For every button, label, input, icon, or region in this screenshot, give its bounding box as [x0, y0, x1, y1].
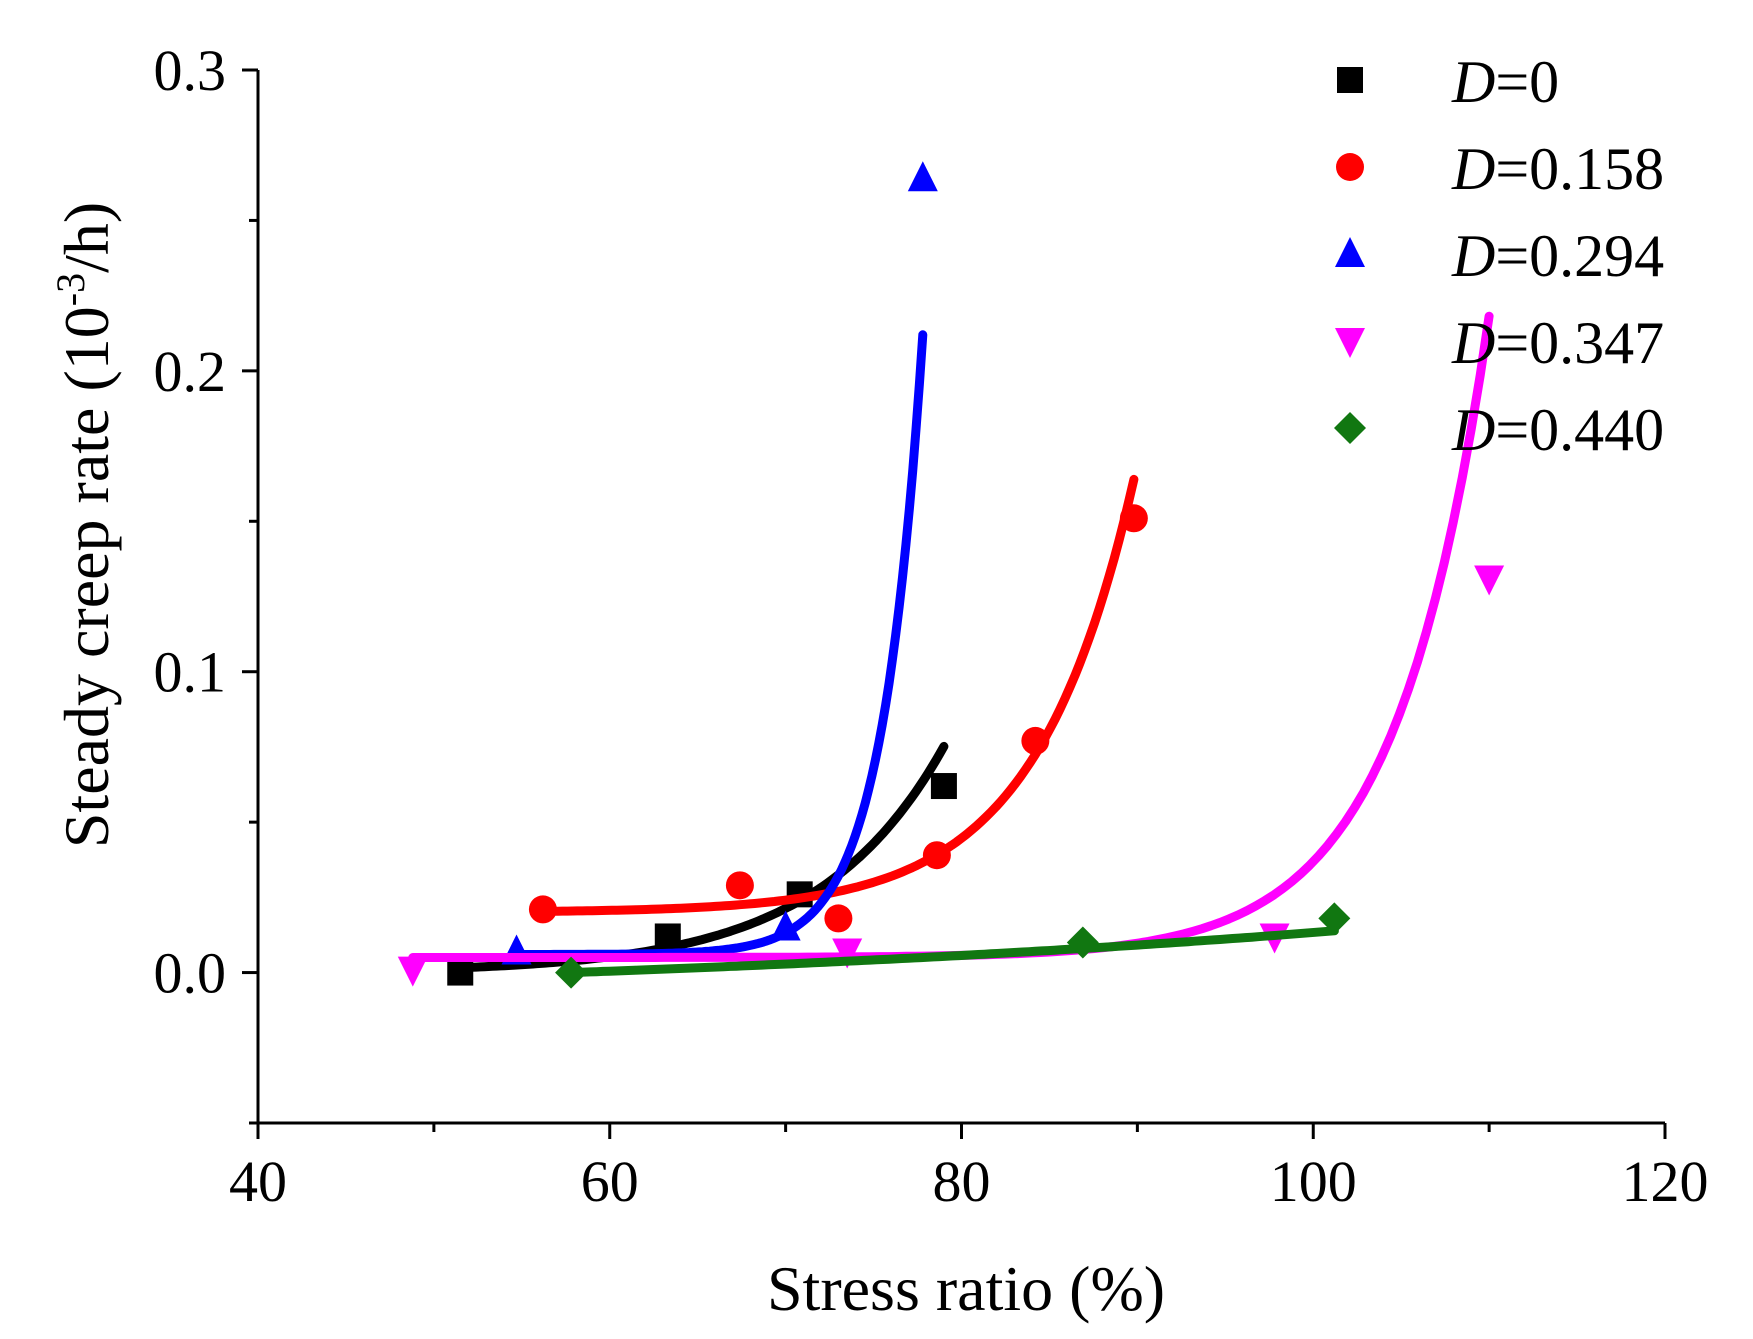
legend-variable: D: [1451, 49, 1495, 115]
legend-marker: [1335, 237, 1365, 267]
fit-curve: [538, 474, 1139, 916]
x-tick-label: 40: [229, 1149, 287, 1214]
data-point: [832, 938, 863, 969]
legend-variable: D: [1451, 397, 1495, 463]
data-point: [1066, 926, 1099, 959]
data-point: [1021, 726, 1050, 755]
y-axis-title: Steady creep rate (10-3/h): [48, 202, 122, 848]
fit-curve: [512, 330, 928, 959]
legend-value: =0.347: [1495, 310, 1664, 376]
x-tick-label: 120: [1622, 1149, 1709, 1214]
legend-variable: D: [1451, 223, 1495, 289]
series-4: [555, 902, 1351, 989]
y-tick-label: 0.0: [154, 941, 227, 1006]
legend-value: =0.440: [1495, 397, 1664, 463]
y-axis-title-exponent: -3: [48, 273, 93, 306]
x-axis-title: Stress ratio (%): [767, 1253, 1165, 1324]
series-3: [397, 311, 1505, 987]
x-tick-label: 100: [1270, 1149, 1357, 1214]
data-point: [1474, 565, 1505, 596]
data-point: [930, 773, 957, 800]
legend-label: D=0.347: [1451, 310, 1664, 376]
legend-variable: D: [1451, 136, 1495, 202]
legend-item: D=0.294: [1335, 223, 1664, 289]
y-tick-label: 0.3: [154, 38, 227, 103]
data-point: [1318, 902, 1351, 935]
y-axis-title-suffix: /h): [51, 202, 122, 273]
legend-item: D=0.158: [1336, 136, 1664, 202]
x-tick-label: 60: [581, 1149, 639, 1214]
fit-curve: [455, 741, 949, 973]
legend-marker: [1336, 153, 1364, 181]
axes: 40 60 80 100 120 0.0 0.1 0.2 0.3: [154, 38, 1709, 1214]
legend-label: D=0.158: [1451, 136, 1664, 202]
data-point: [654, 923, 681, 950]
legend-item: D=0.440: [1334, 397, 1664, 463]
legend-value: =0.158: [1495, 136, 1664, 202]
data-point: [824, 904, 853, 933]
data-point: [447, 959, 474, 986]
legend-marker: [1335, 328, 1365, 358]
x-tick-label: 80: [933, 1149, 991, 1214]
legend-marker: [1334, 412, 1366, 444]
legend-item: D=0.347: [1335, 310, 1664, 376]
fit-curve: [566, 926, 1339, 978]
data-point: [725, 871, 754, 900]
fit-curve: [408, 311, 1494, 962]
y-tick-label: 0.2: [154, 339, 227, 404]
legend-variable: D: [1451, 310, 1495, 376]
y-tick-label: 0.1: [154, 640, 227, 705]
legend-value: =0: [1495, 49, 1559, 115]
data-point: [922, 841, 951, 870]
legend-label: D=0.440: [1451, 397, 1664, 463]
data-point: [528, 895, 557, 924]
series-1: [528, 474, 1148, 933]
legend-marker: [1337, 67, 1363, 93]
data-point: [1119, 504, 1148, 533]
data-point: [907, 161, 938, 192]
legend-label: D=0: [1451, 49, 1559, 115]
y-axis-title-prefix: Steady creep rate (10: [51, 306, 122, 848]
legend-item: D=0: [1337, 49, 1559, 115]
plot-area: [397, 161, 1505, 989]
data-point: [770, 910, 801, 941]
data-point: [397, 956, 428, 987]
series-0: [447, 741, 957, 986]
legend-value: =0.294: [1495, 223, 1664, 289]
data-point: [555, 956, 588, 989]
legend-label: D=0.294: [1451, 223, 1664, 289]
